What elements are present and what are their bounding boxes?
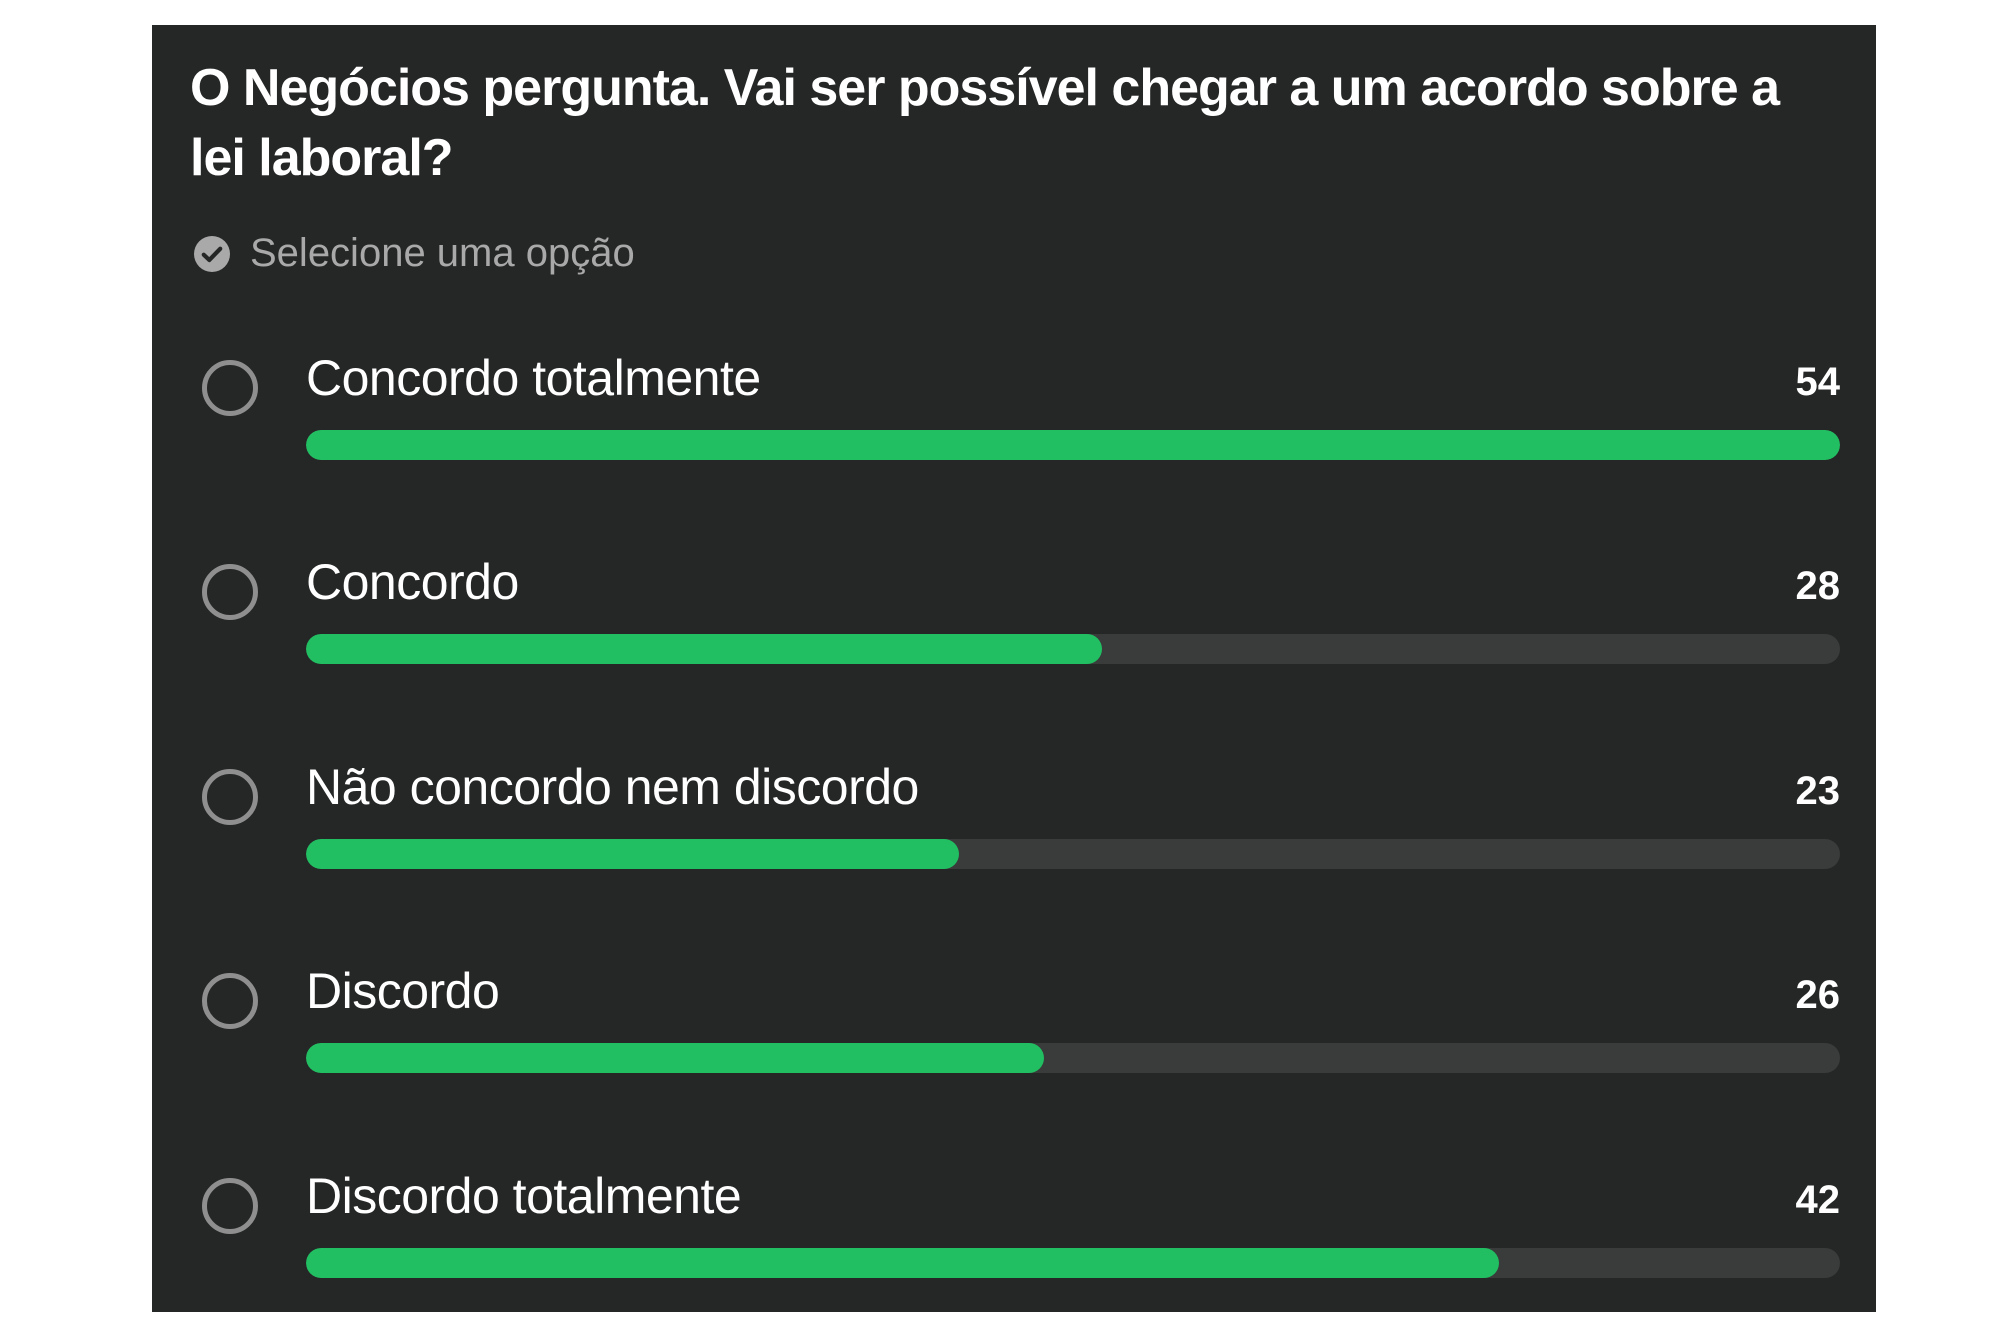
- poll-options: Concordo totalmente 54 Concordo 28 Não c…: [152, 25, 1876, 1312]
- poll-option-label: Não concordo nem discordo: [306, 759, 919, 815]
- poll-hint-text: Selecione uma opção: [250, 231, 635, 275]
- poll-option-label: Discordo totalmente: [306, 1168, 742, 1224]
- radio-button[interactable]: [202, 1178, 258, 1234]
- radio-button[interactable]: [202, 564, 258, 620]
- poll-option-votes: 42: [1795, 1178, 1841, 1222]
- poll-option[interactable]: Discordo totalmente 42: [152, 1168, 1876, 1318]
- poll-option-votes: 26: [1795, 973, 1841, 1017]
- poll-option[interactable]: Concordo 28: [152, 554, 1876, 704]
- radio-button[interactable]: [202, 360, 258, 416]
- progress-bar-fill: [306, 634, 1103, 664]
- poll-option-votes: 23: [1795, 769, 1841, 813]
- radio-button[interactable]: [202, 769, 258, 825]
- progress-bar: [306, 430, 1840, 460]
- progress-bar: [306, 839, 1840, 869]
- radio-button[interactable]: [202, 973, 258, 1029]
- progress-bar-fill: [306, 430, 1840, 460]
- poll-option[interactable]: Discordo 26: [152, 963, 1876, 1113]
- poll-hint: Selecione uma opção: [194, 231, 635, 276]
- poll-option-label: Concordo: [306, 554, 519, 610]
- poll-question: O Negócios pergunta. Vai ser possível ch…: [190, 59, 1780, 187]
- poll-option[interactable]: Não concordo nem discordo 23: [152, 759, 1876, 909]
- progress-bar: [306, 634, 1840, 664]
- poll-widget: O Negócios pergunta. Vai ser possível ch…: [152, 25, 1876, 1312]
- poll-option-votes: 54: [1795, 360, 1841, 404]
- poll-option-label: Discordo: [306, 963, 500, 1019]
- poll-option-votes: 28: [1795, 564, 1841, 608]
- progress-bar-fill: [306, 839, 960, 869]
- progress-bar-fill: [306, 1248, 1500, 1278]
- progress-bar: [306, 1248, 1840, 1278]
- check-circle-icon: [194, 235, 230, 272]
- progress-bar-fill: [306, 1043, 1044, 1073]
- progress-bar: [306, 1043, 1840, 1073]
- poll-option[interactable]: Concordo totalmente 54: [152, 350, 1876, 500]
- poll-option-label: Concordo totalmente: [306, 350, 761, 406]
